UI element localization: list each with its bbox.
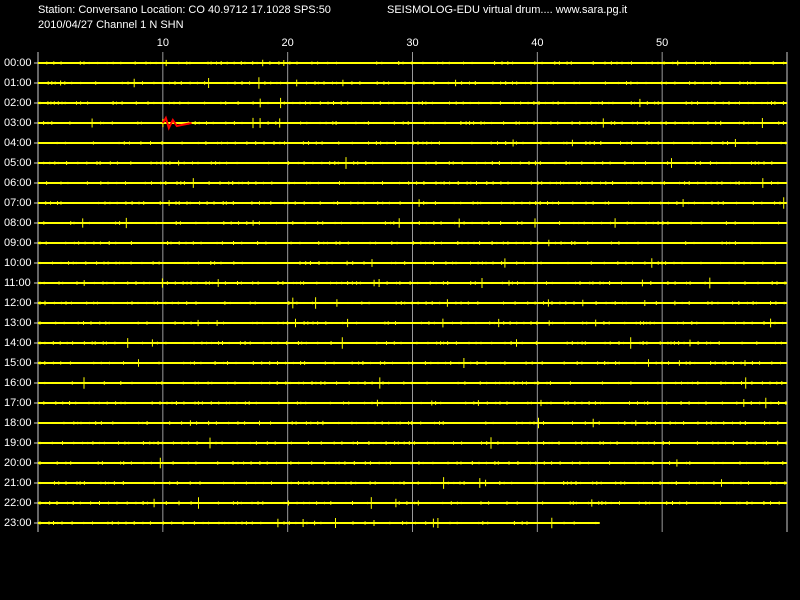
trace-noise	[39, 517, 597, 529]
row-label: 01:00	[4, 77, 32, 89]
row-label: 11:00	[4, 277, 31, 289]
row-label: 18:00	[4, 417, 32, 429]
trace-noise	[39, 178, 787, 188]
trace-noise	[39, 97, 784, 109]
row-label: 17:00	[4, 397, 32, 409]
trace-noise	[39, 77, 787, 89]
x-tick-label: 50	[656, 37, 668, 49]
station-title: Station: Conversano Location: CO 40.9712…	[38, 4, 331, 16]
trace-noise	[39, 239, 788, 247]
event-trace	[161, 115, 192, 131]
trace-noise	[39, 318, 784, 328]
row-label: 21:00	[4, 477, 32, 489]
x-tick-label: 20	[282, 37, 294, 49]
trace-noise	[39, 417, 785, 429]
row-label: 12:00	[4, 297, 32, 309]
row-label: 03:00	[4, 117, 32, 129]
row-label: 10:00	[4, 257, 32, 269]
subtitle: 2010/04/27 Channel 1 N SHN	[38, 19, 184, 31]
trace-noise	[39, 117, 784, 129]
trace-noise	[39, 277, 786, 289]
trace-noise	[39, 297, 785, 309]
row-label: 16:00	[4, 377, 32, 389]
trace-noise	[39, 437, 787, 449]
trace-noise	[39, 377, 783, 389]
row-label: 08:00	[4, 217, 32, 229]
trace-noise	[39, 337, 782, 349]
row-label: 06:00	[4, 177, 32, 189]
row-label: 07:00	[4, 197, 32, 209]
trace-noise	[39, 157, 787, 169]
row-label: 00:00	[4, 57, 32, 69]
row-label: 23:00	[4, 517, 32, 529]
trace-noise	[39, 59, 785, 67]
trace-noise	[39, 258, 784, 268]
x-tick-label: 10	[157, 37, 169, 49]
row-label: 13:00	[4, 317, 32, 329]
x-tick-label: 40	[531, 37, 543, 49]
trace-noise	[39, 358, 781, 368]
row-label: 20:00	[4, 457, 32, 469]
row-label: 05:00	[4, 157, 32, 169]
row-label: 04:00	[4, 137, 32, 149]
trace-noise	[39, 457, 784, 469]
trace-noise	[39, 397, 787, 409]
trace-noise	[39, 139, 786, 147]
row-label: 15:00	[4, 357, 32, 369]
row-label: 22:00	[4, 497, 32, 509]
row-label: 19:00	[4, 437, 32, 449]
row-label: 02:00	[4, 97, 32, 109]
row-label: 09:00	[4, 237, 32, 249]
trace-noise	[39, 477, 786, 489]
row-label: 14:00	[4, 337, 32, 349]
trace-noise	[39, 217, 779, 229]
trace-noise	[39, 197, 785, 209]
annotation: SEISMOLOG-EDU virtual drum.... www.sara.…	[387, 4, 627, 16]
trace-noise	[39, 497, 780, 509]
x-tick-label: 30	[406, 37, 418, 49]
